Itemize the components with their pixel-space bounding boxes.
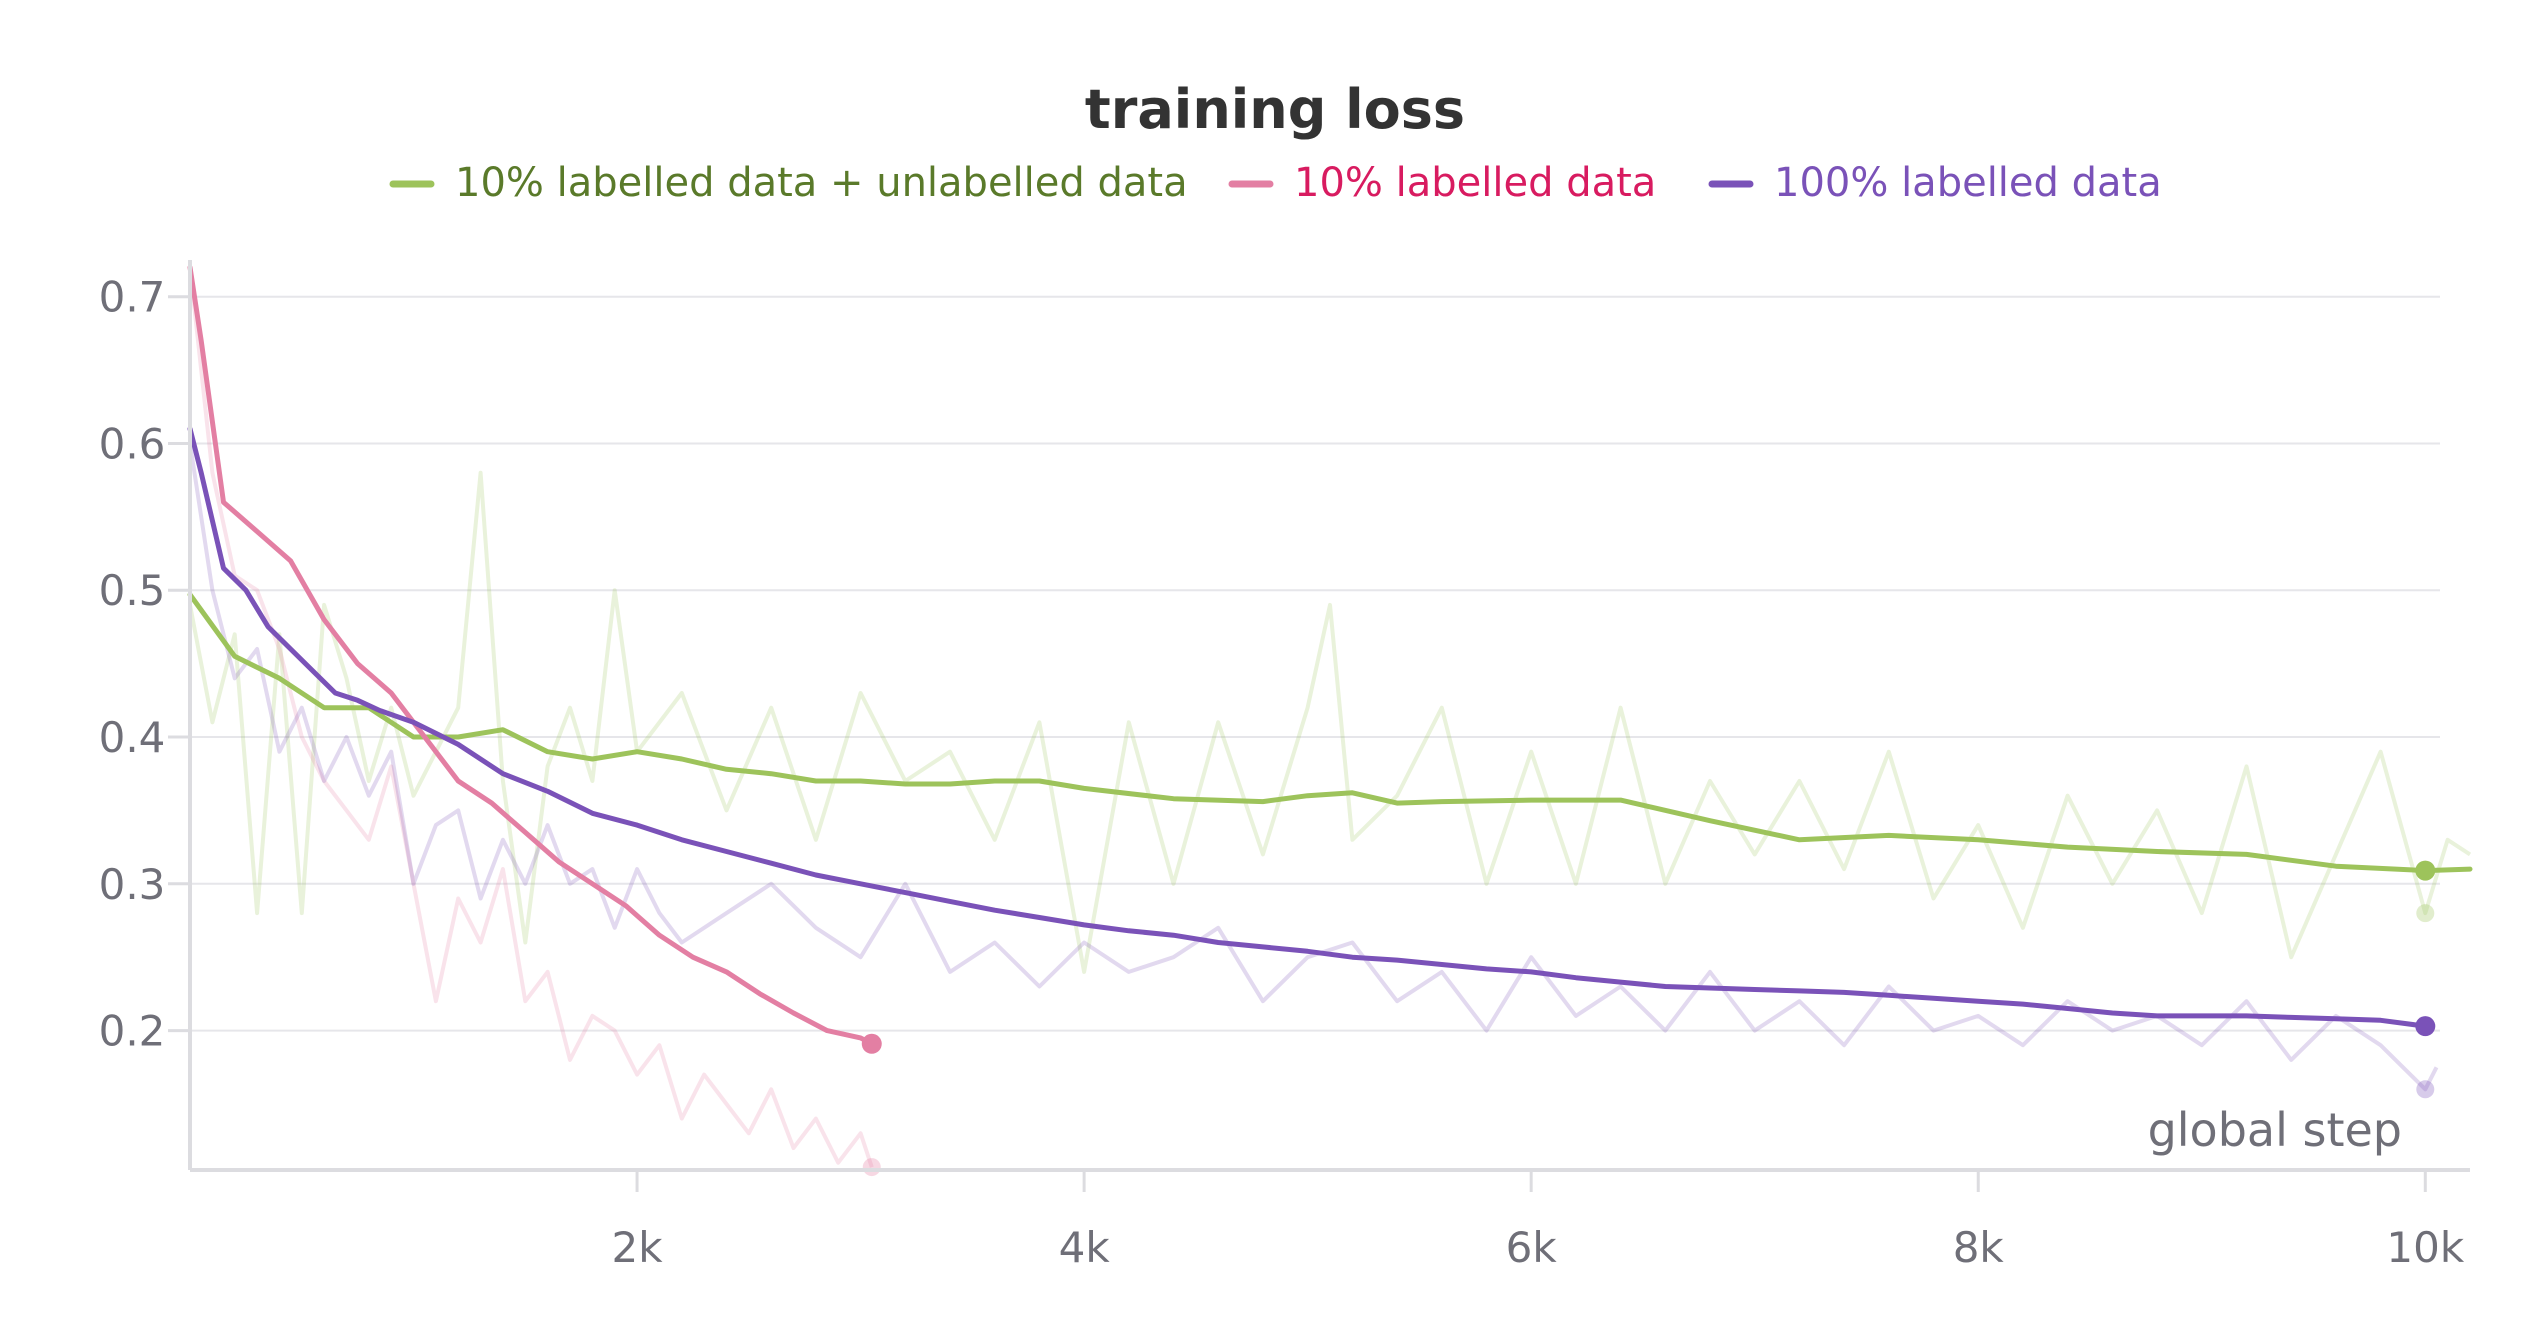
series-end-marker-1 bbox=[861, 1033, 882, 1054]
raw-series-layer bbox=[188, 267, 2472, 1168]
x-tick-label: 2k bbox=[612, 1223, 664, 1272]
y-axis-ticks: 0.2 0.3 0.4 0.5 0.6 0.7 bbox=[99, 273, 190, 1056]
y-tick-label: 0.7 bbox=[99, 273, 166, 322]
series-line-2[interactable] bbox=[187, 426, 2428, 1029]
raw-series-line-1 bbox=[188, 267, 874, 1168]
raw-series-end-marker-1 bbox=[862, 1158, 881, 1177]
series-end-marker-2 bbox=[2415, 1016, 2436, 1037]
raw-series-end-marker-0 bbox=[2416, 904, 2435, 923]
legend-label: 10% labelled data bbox=[1294, 160, 1656, 206]
x-tick-label: 8k bbox=[1953, 1223, 2005, 1272]
x-axis-ticks: 2k 4k 6k 8k 10k bbox=[612, 1170, 2465, 1272]
y-tick-label: 0.3 bbox=[99, 860, 166, 909]
legend-item-2[interactable]: 100% labelled data bbox=[1708, 160, 2162, 206]
raw-series-line-2 bbox=[188, 443, 2439, 1092]
legend: 10% labelled data + unlabelled data 10% l… bbox=[389, 160, 2162, 206]
y-tick-label: 0.4 bbox=[99, 713, 166, 762]
legend-item-1[interactable]: 10% labelled data bbox=[1228, 160, 1656, 206]
smoothed-series-layer bbox=[187, 264, 2473, 1047]
end-markers-layer bbox=[861, 860, 2436, 1177]
y-tick-label: 0.2 bbox=[99, 1007, 166, 1056]
x-tick-label: 10k bbox=[2386, 1223, 2464, 1272]
series-line-1[interactable] bbox=[187, 264, 875, 1047]
raw-series-line-0 bbox=[188, 470, 2472, 974]
y-tick-label: 0.5 bbox=[99, 566, 166, 615]
series-end-marker-0 bbox=[2415, 860, 2436, 881]
x-tick-label: 6k bbox=[1506, 1223, 1558, 1272]
grid-lines bbox=[190, 295, 2440, 1032]
y-tick-label: 0.6 bbox=[99, 419, 166, 468]
chart-title: training loss bbox=[1085, 78, 1465, 141]
raw-series-end-marker-2 bbox=[2416, 1080, 2435, 1099]
series-line-0[interactable] bbox=[187, 592, 2473, 874]
legend-item-0[interactable]: 10% labelled data + unlabelled data bbox=[389, 160, 1188, 206]
x-tick-label: 4k bbox=[1059, 1223, 1111, 1272]
legend-label: 100% labelled data bbox=[1774, 160, 2162, 206]
x-axis-label: global step bbox=[2148, 1103, 2402, 1157]
legend-label: 10% labelled data + unlabelled data bbox=[455, 160, 1188, 206]
